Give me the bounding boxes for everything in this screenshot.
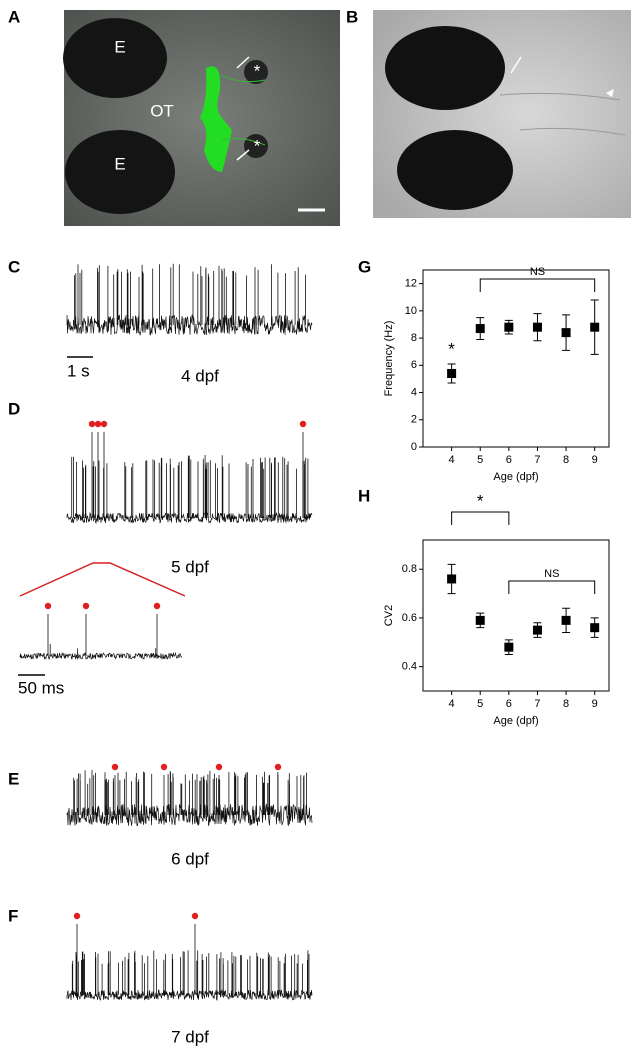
- burst-dot: [153, 602, 161, 610]
- y-tick-label: 4: [411, 386, 417, 398]
- trace: [19, 651, 183, 661]
- tectum-label: OT: [150, 101, 174, 120]
- y-tick-label: 6: [411, 359, 417, 371]
- x-axis-label: Age (dpf): [493, 471, 538, 483]
- spikes: [74, 263, 306, 325]
- scale-label: 1 s: [67, 361, 90, 380]
- image-b: [373, 10, 631, 218]
- asterisk: *: [254, 136, 261, 155]
- burst-dot: [88, 420, 96, 428]
- y-tick-label: 0.6: [402, 612, 417, 624]
- asterisk: *: [254, 61, 261, 80]
- panel-label: G: [358, 257, 371, 276]
- spikes: [71, 950, 310, 995]
- image-a: [63, 10, 340, 226]
- burst-dot: [82, 602, 90, 610]
- panel-label: F: [8, 906, 18, 925]
- marker: [590, 623, 600, 633]
- burst-dot: [274, 763, 282, 771]
- zoom-marker: [19, 562, 186, 597]
- marker: [590, 322, 600, 332]
- x-axis-label: Age (dpf): [493, 715, 538, 727]
- spikes: [49, 643, 157, 656]
- burst-dot: [191, 912, 199, 920]
- spikes: [71, 455, 309, 518]
- marker: [475, 324, 485, 334]
- x-tick-label: 6: [506, 454, 512, 466]
- panel-label: A: [8, 7, 20, 26]
- y-axis-label: Frequency (Hz): [383, 321, 395, 397]
- panel-label: C: [8, 257, 20, 276]
- y-tick-label: 8: [411, 332, 417, 344]
- y-tick-label: 0.4: [402, 661, 417, 673]
- x-tick-label: 4: [449, 698, 455, 710]
- marker: [532, 625, 542, 635]
- annotation: *: [477, 491, 484, 510]
- plot-frame: [422, 269, 610, 448]
- y-axis-label: CV2: [383, 605, 395, 626]
- annotation: *: [448, 339, 455, 358]
- x-tick-label: 9: [592, 454, 598, 466]
- burst-dot: [111, 763, 119, 771]
- annotation: NS: [544, 568, 559, 580]
- x-tick-label: 5: [477, 454, 483, 466]
- bracket: [451, 511, 510, 525]
- x-tick-label: 5: [477, 698, 483, 710]
- marker: [532, 322, 542, 332]
- age-label: 7 dpf: [171, 1027, 209, 1046]
- y-tick-label: 2: [411, 414, 417, 426]
- burst-dot: [215, 763, 223, 771]
- age-label: 6 dpf: [171, 849, 209, 868]
- burst-dot: [299, 420, 307, 428]
- plot-frame: [422, 539, 610, 692]
- x-tick-label: 4: [449, 454, 455, 466]
- marker: [561, 328, 571, 338]
- panel-label: D: [8, 399, 20, 418]
- panel-label: E: [8, 769, 19, 788]
- burst-dot: [44, 602, 52, 610]
- burst-dot: [100, 420, 108, 428]
- spikes: [73, 770, 307, 815]
- burst-dot: [160, 763, 168, 771]
- bracket: [479, 278, 596, 292]
- x-tick-label: 6: [506, 698, 512, 710]
- panel-label: H: [358, 486, 370, 505]
- scale-label: 50 ms: [18, 678, 64, 697]
- x-tick-label: 7: [534, 454, 540, 466]
- traces: [19, 263, 313, 1001]
- marker: [504, 642, 514, 652]
- marker: [561, 615, 571, 625]
- age-label: 5 dpf: [171, 557, 209, 576]
- y-tick-label: 0.8: [402, 563, 417, 575]
- panel-label: B: [346, 7, 358, 26]
- burst-dot: [73, 912, 81, 920]
- eye-label: E: [114, 154, 125, 173]
- trace: [66, 989, 313, 1001]
- marker: [447, 368, 457, 378]
- trace: [66, 314, 313, 336]
- x-tick-label: 7: [534, 698, 540, 710]
- burst-dot: [94, 420, 102, 428]
- marker: [504, 322, 514, 332]
- y-tick-label: 12: [405, 278, 417, 290]
- bracket: [508, 580, 596, 594]
- y-tick-label: 10: [405, 305, 417, 317]
- x-tick-label: 8: [563, 698, 569, 710]
- marker: [475, 615, 485, 625]
- age-label: 4 dpf: [181, 366, 219, 385]
- y-tick-label: 0: [411, 441, 417, 453]
- x-tick-label: 8: [563, 454, 569, 466]
- marker: [447, 574, 457, 584]
- eye-label: E: [114, 37, 125, 56]
- x-tick-label: 9: [592, 698, 598, 710]
- annotation: NS: [530, 266, 545, 278]
